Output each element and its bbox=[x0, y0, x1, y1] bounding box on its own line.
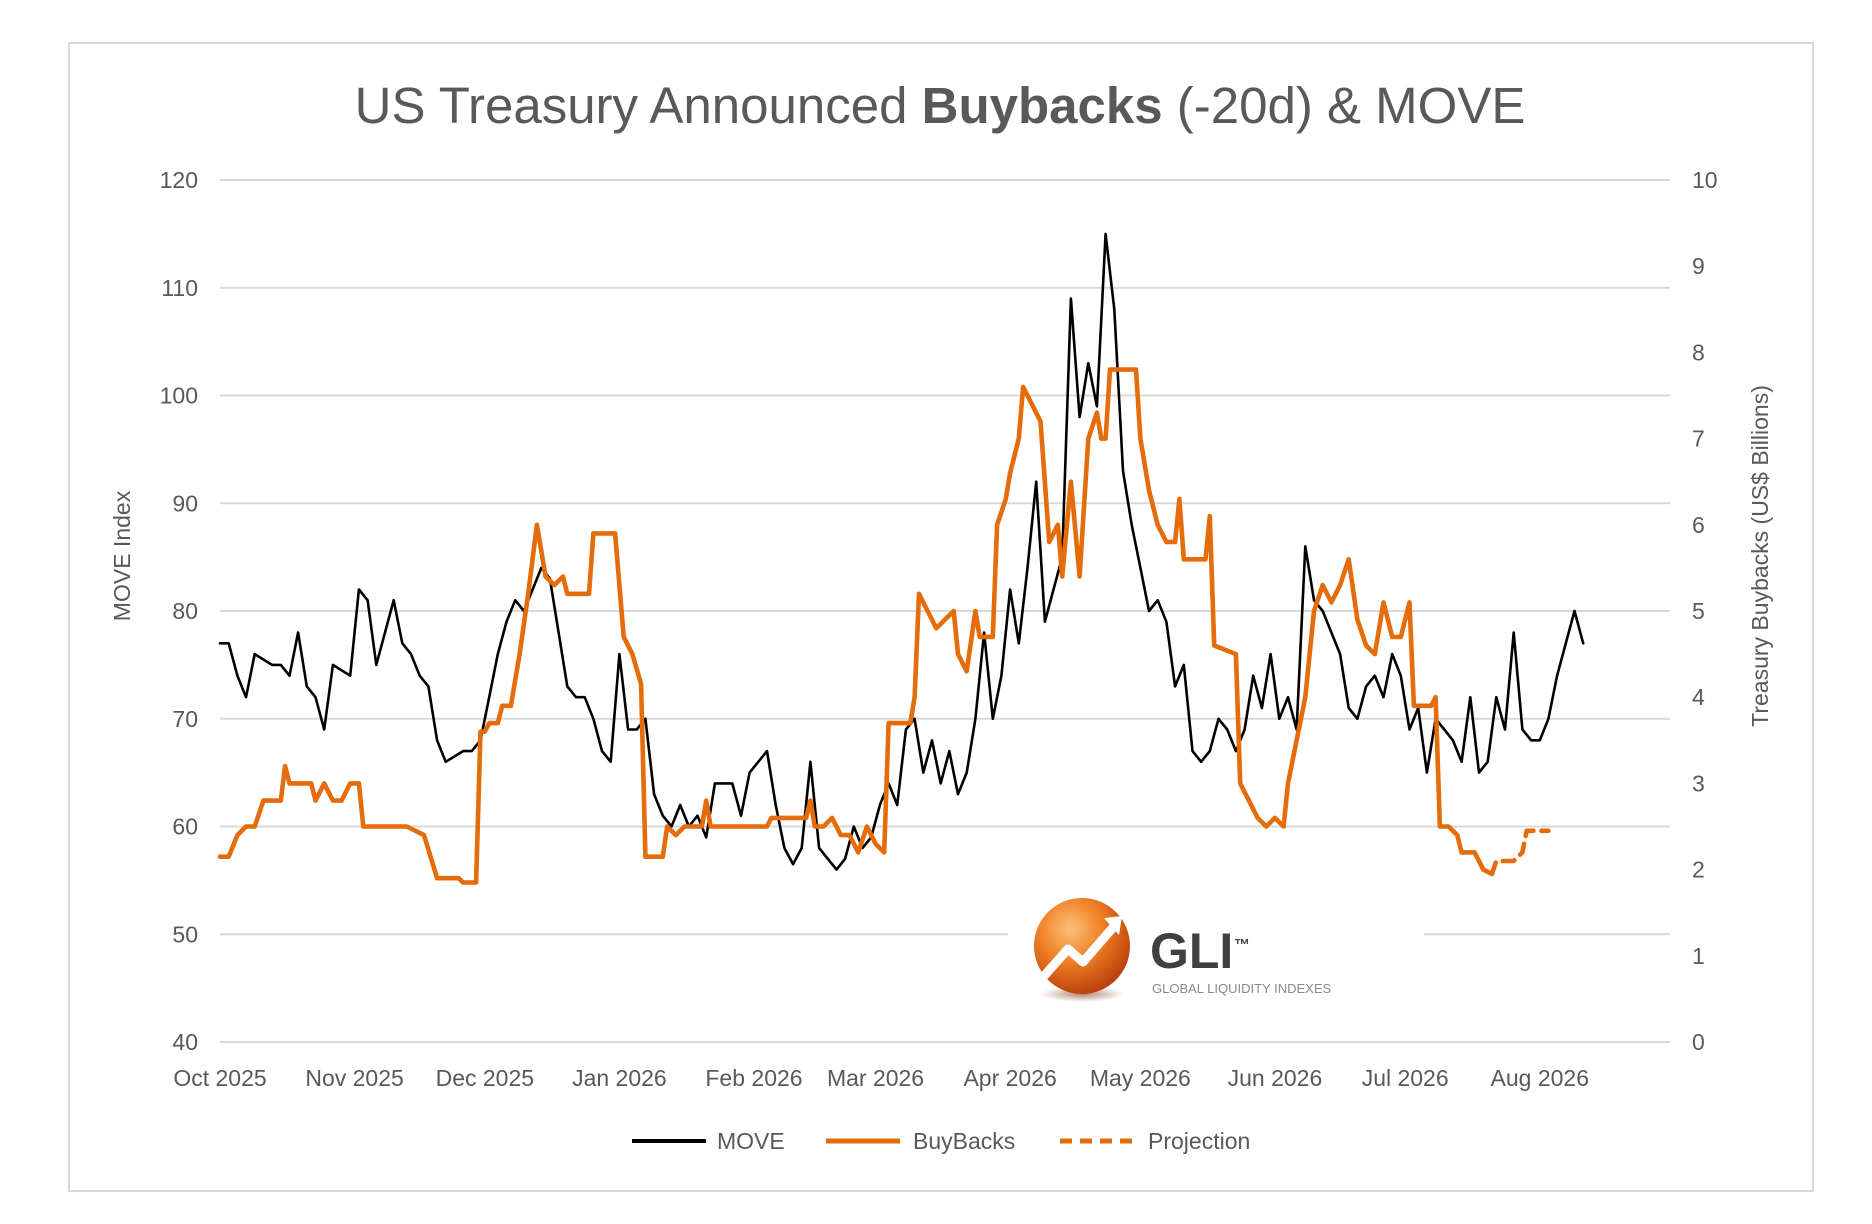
series-line-move bbox=[218, 232, 1585, 871]
left-tick-label: 90 bbox=[172, 490, 198, 516]
x-tick-label: Jun 2026 bbox=[1228, 1065, 1323, 1091]
series-lines bbox=[217, 232, 1585, 885]
left-axis-title: MOVE Index bbox=[109, 490, 135, 621]
logo-arrowhead-icon bbox=[1104, 916, 1122, 935]
chart-title-bold: Buybacks bbox=[922, 77, 1163, 134]
right-tick-label: 2 bbox=[1692, 857, 1705, 883]
left-tick-label: 80 bbox=[172, 598, 198, 624]
chart: US Treasury Announced Buybacks (-20d) & … bbox=[109, 77, 1773, 1154]
gli-logo: GLI ™ GLOBAL LIQUIDITY INDEXES bbox=[1008, 886, 1424, 1040]
right-tick-label: 8 bbox=[1692, 339, 1705, 365]
logo-orb-icon bbox=[1034, 898, 1130, 994]
right-tick-label: 6 bbox=[1692, 512, 1705, 538]
left-axis-ticks: 40 50 60 70 80 90 100 110 120 bbox=[160, 167, 198, 1055]
series-line-projection bbox=[1489, 828, 1551, 877]
chart-title-suffix: (-20d) & MOVE bbox=[1163, 77, 1526, 134]
left-tick-label: 60 bbox=[172, 814, 198, 840]
x-tick-label: Jan 2026 bbox=[572, 1065, 667, 1091]
legend-move-label: MOVE bbox=[717, 1128, 785, 1154]
x-tick-label: Aug 2026 bbox=[1491, 1065, 1589, 1091]
chart-title-prefix: US Treasury Announced bbox=[355, 77, 922, 134]
left-tick-label: 50 bbox=[172, 921, 198, 947]
legend-buybacks-label: BuyBacks bbox=[913, 1128, 1015, 1154]
left-tick-label: 100 bbox=[160, 383, 198, 409]
x-tick-label: Mar 2026 bbox=[827, 1065, 924, 1091]
legend-projection-label: Projection bbox=[1148, 1128, 1250, 1154]
right-tick-label: 1 bbox=[1692, 943, 1705, 969]
x-tick-label: Feb 2026 bbox=[705, 1065, 802, 1091]
chart-frame: US Treasury Announced Buybacks (-20d) & … bbox=[68, 42, 1814, 1192]
right-tick-label: 9 bbox=[1692, 253, 1705, 279]
right-tick-label: 4 bbox=[1692, 684, 1705, 710]
x-tick-label: Oct 2025 bbox=[173, 1065, 266, 1091]
x-tick-label: Jul 2026 bbox=[1362, 1065, 1449, 1091]
left-tick-label: 40 bbox=[172, 1029, 198, 1055]
series-line-buybacks bbox=[217, 367, 1495, 885]
legend: MOVE BuyBacks Projection bbox=[632, 1128, 1250, 1154]
x-tick-label: Nov 2025 bbox=[305, 1065, 403, 1091]
logo-subtitle: GLOBAL LIQUIDITY INDEXES bbox=[1152, 981, 1331, 996]
logo-name: GLI bbox=[1150, 923, 1233, 979]
gridlines bbox=[220, 179, 1670, 1043]
left-tick-label: 120 bbox=[160, 167, 198, 193]
right-tick-label: 10 bbox=[1692, 167, 1718, 193]
logo-trend-arrow-icon bbox=[1039, 919, 1121, 981]
right-tick-label: 7 bbox=[1692, 426, 1705, 452]
right-tick-label: 0 bbox=[1692, 1029, 1705, 1055]
x-axis-ticks: Oct 2025 Nov 2025 Dec 2025 Jan 2026 Feb 2026… bbox=[173, 1065, 1589, 1091]
right-axis-title: Treasury Buybacks (US$ Billions) bbox=[1747, 385, 1773, 727]
left-tick-label: 110 bbox=[161, 275, 198, 301]
right-tick-label: 3 bbox=[1692, 770, 1705, 796]
x-tick-label: Apr 2026 bbox=[963, 1065, 1056, 1091]
chart-title: US Treasury Announced Buybacks (-20d) & … bbox=[355, 77, 1526, 134]
right-axis-ticks: 0 1 2 3 4 5 6 7 8 9 10 bbox=[1692, 167, 1718, 1055]
logo-trademark: ™ bbox=[1234, 937, 1250, 954]
x-tick-label: May 2026 bbox=[1090, 1065, 1191, 1091]
x-tick-label: Dec 2025 bbox=[436, 1065, 534, 1091]
right-tick-label: 5 bbox=[1692, 598, 1705, 624]
left-tick-label: 70 bbox=[172, 706, 198, 732]
